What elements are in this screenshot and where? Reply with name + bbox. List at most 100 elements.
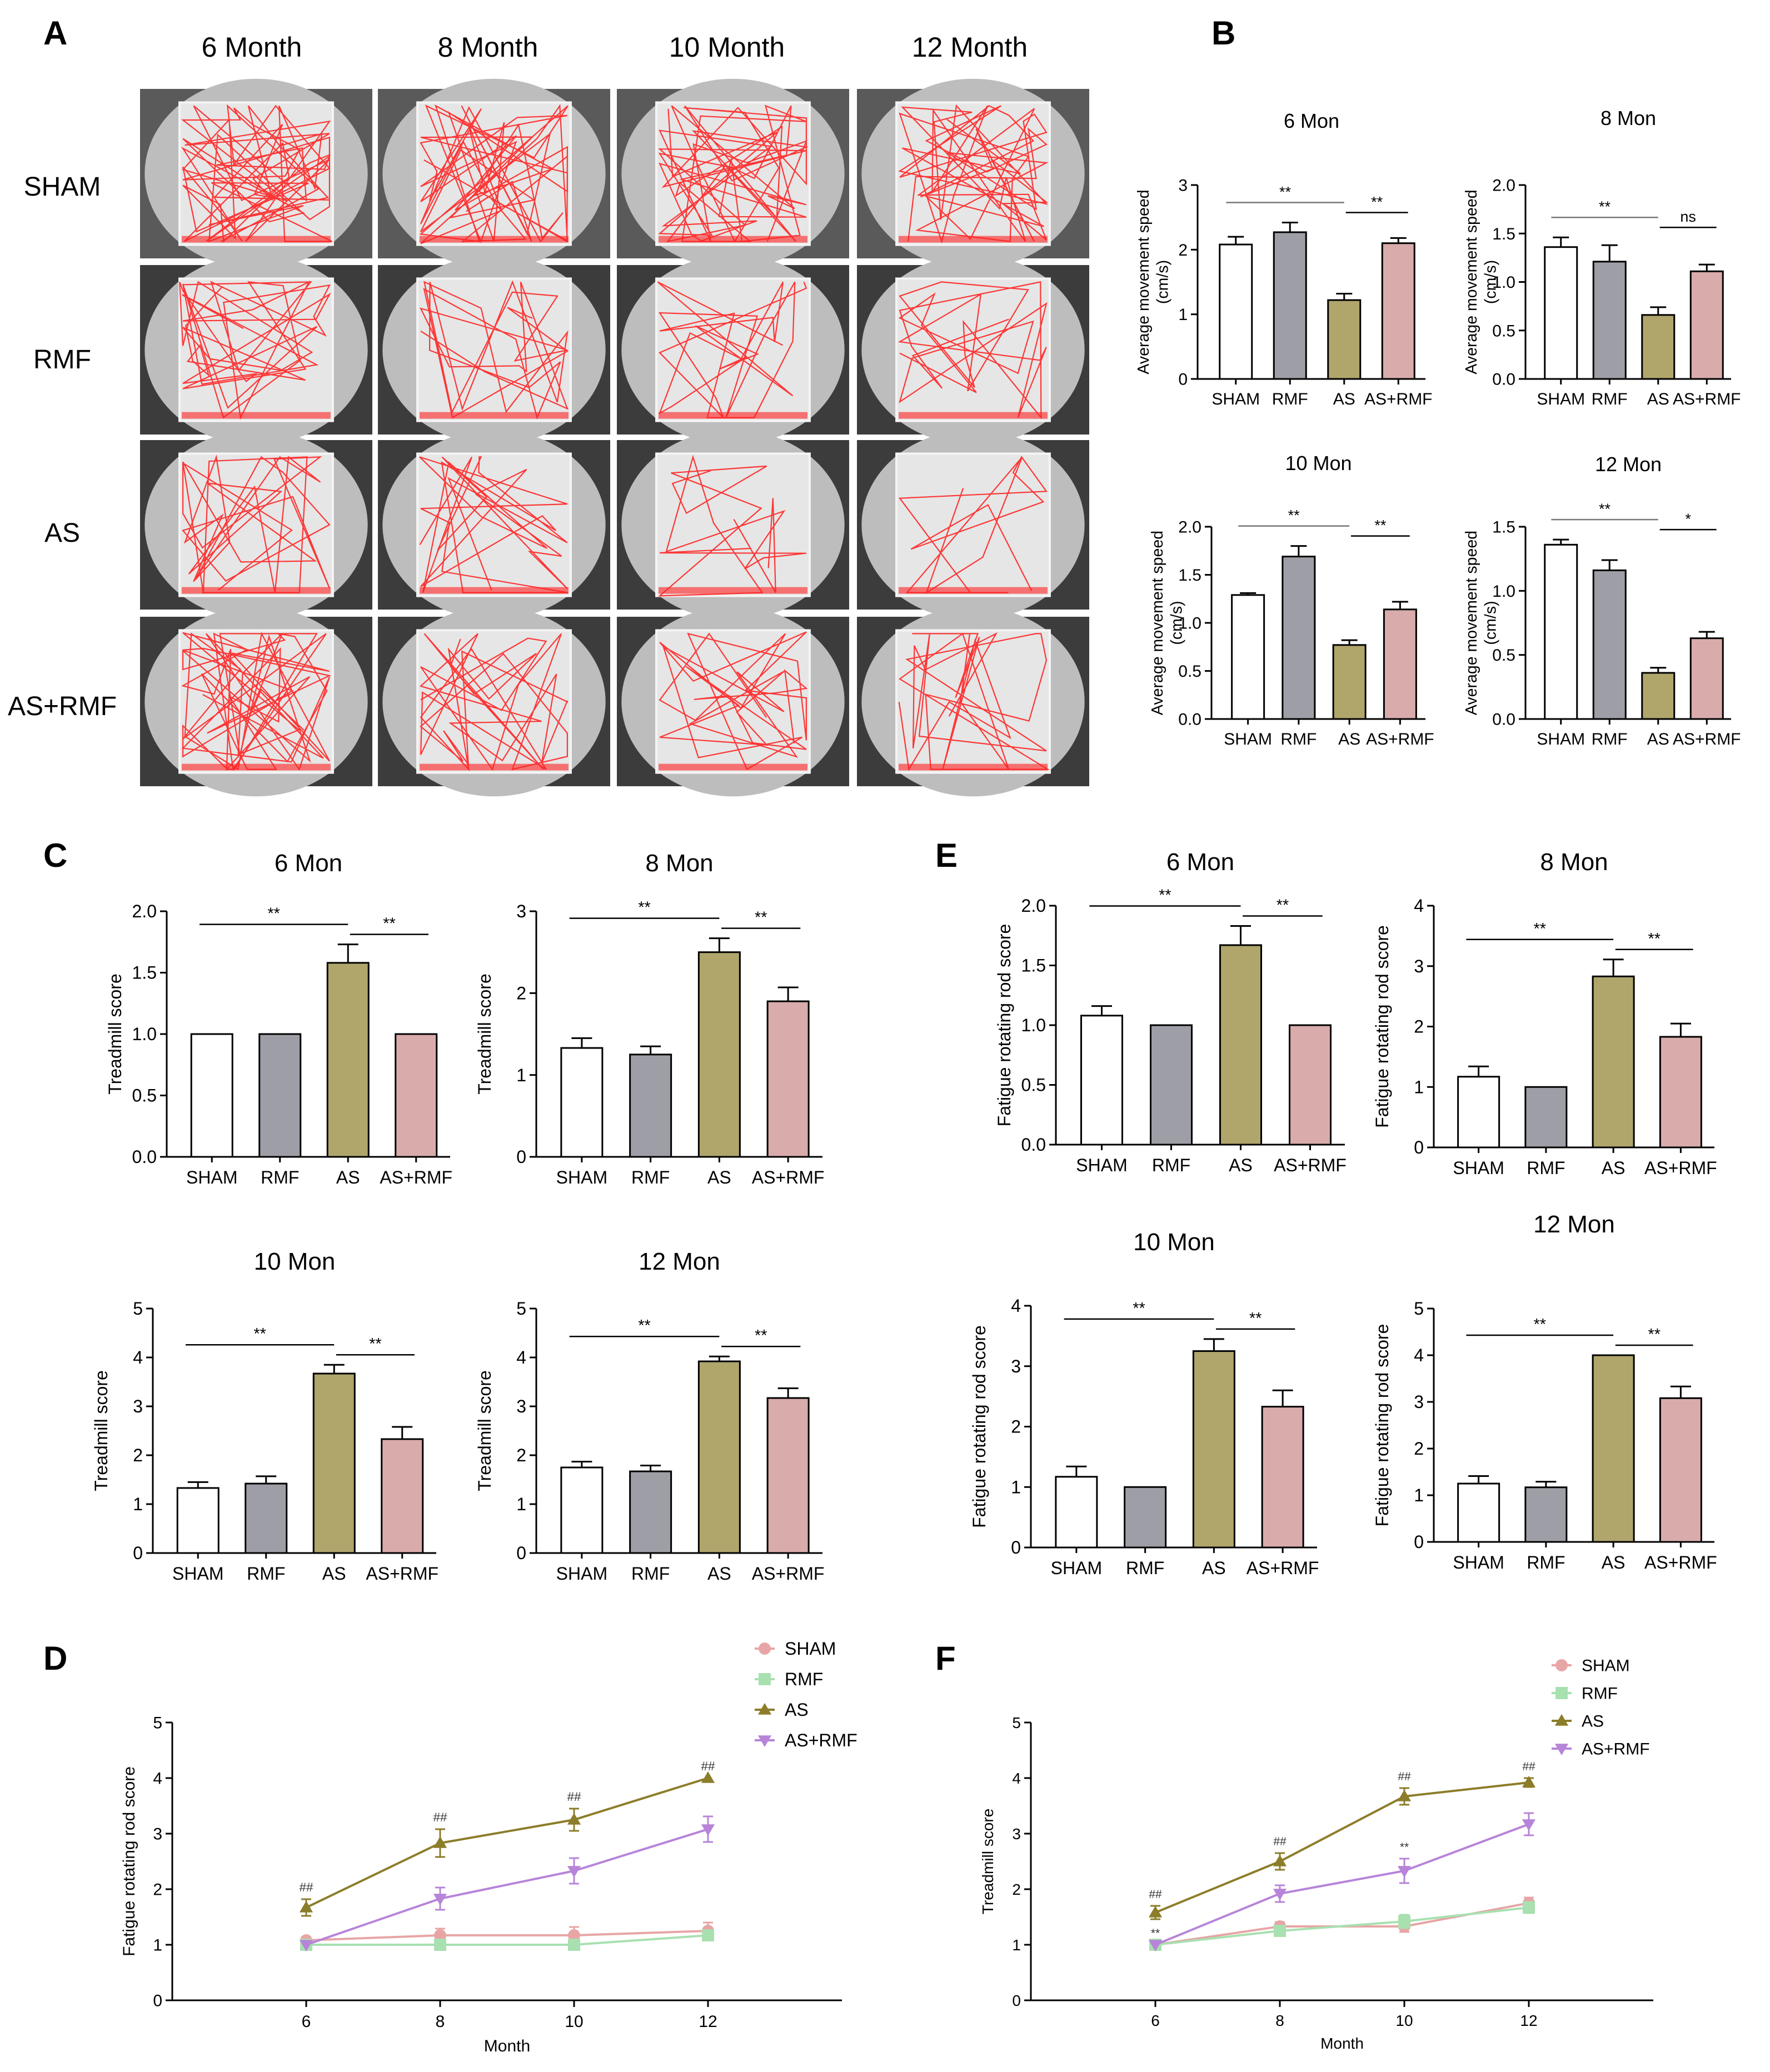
y-tick-label: 1.5 <box>132 963 157 983</box>
significance-label: ** <box>1279 183 1292 200</box>
bar-as-rmf <box>1689 270 1724 380</box>
open-field-track-grid <box>140 78 1089 797</box>
y-axis-label: Treadmill score <box>979 1809 996 1914</box>
marker-triangle-down <box>433 1894 447 1906</box>
annotation-label: ## <box>1149 1888 1162 1901</box>
x-tick-label: AS <box>1647 390 1669 408</box>
marker-triangle-down <box>1522 1819 1536 1831</box>
series-rmf <box>300 1929 714 1951</box>
marker-square <box>1523 1901 1535 1914</box>
track-cell-rmf-1 <box>378 254 610 445</box>
y-tick-label: 2 <box>1011 1417 1021 1437</box>
track-cell-as-1 <box>378 430 610 620</box>
bar-as <box>697 1360 741 1554</box>
x-tick-label: AS <box>322 1564 346 1584</box>
legend-label: RMF <box>1582 1685 1618 1703</box>
y-tick-label: 0.0 <box>1492 711 1515 729</box>
x-tick-label: RMF <box>1592 730 1628 748</box>
y-tick-label: 2 <box>1414 1017 1424 1037</box>
y-tick-label: 3 <box>153 1825 162 1844</box>
series-as-rmf <box>299 1815 715 1952</box>
bar-as-rmf <box>1659 1397 1702 1543</box>
bar-as <box>1641 314 1676 380</box>
track-cell-rmf-3 <box>857 254 1089 445</box>
marker-triangle-up <box>1148 1905 1163 1918</box>
bar-chart-e-8: 0 1 2 3 4 SHAM RMF AS AS+RMF ** ** 8 Mon Fatigue rot… <box>1372 848 1717 1178</box>
x-tick-label: AS+RMF <box>380 1167 452 1187</box>
x-tick-label: RMF <box>1527 1552 1565 1572</box>
x-tick-label: RMF <box>1527 1158 1565 1178</box>
chart-title: 12 Mon <box>1533 1211 1615 1238</box>
y-tick-label: 3 <box>516 1396 526 1416</box>
row-label-sham: SHAM <box>24 172 101 202</box>
chart-title: 8 Mon <box>1540 848 1608 876</box>
y-tick-label: 1 <box>1012 1936 1021 1954</box>
series-line <box>1155 1906 1529 1946</box>
track-cell-asrmf-3 <box>857 606 1089 797</box>
marker-triangle-up <box>757 1702 772 1715</box>
y-tick-label: 3 <box>1012 1825 1021 1843</box>
annotation-label: ** <box>1400 1841 1409 1854</box>
track-cell-sham-0 <box>140 78 372 269</box>
marker-triangle-down <box>299 1940 313 1952</box>
y-tick-label: 0.0 <box>132 1147 157 1167</box>
track-cell-as-2 <box>617 430 849 620</box>
y-tick-label: 5 <box>1012 1714 1021 1731</box>
bar-chart-e-12: 0 1 2 3 4 5 SHAM RMF AS AS+RMF ** ** 12 Mon Fatigue r… <box>1372 1211 1717 1572</box>
bar-as-rmf <box>766 1000 810 1158</box>
bar-sham <box>1080 1015 1123 1146</box>
y-tick-label: 1.5 <box>1178 566 1201 585</box>
x-tick-label: AS+RMF <box>752 1564 825 1584</box>
chart-title: 12 Mon <box>639 1248 720 1275</box>
x-tick-label: 8 <box>1275 2012 1284 2029</box>
x-tick-label: SHAM <box>1537 730 1585 748</box>
marker-triangle-up <box>299 1900 313 1913</box>
y-axis-label: Treadmill score <box>475 973 495 1095</box>
legend: SHAM RMF AS AS+RMF <box>755 1639 857 1750</box>
panel-label-b: B <box>1211 14 1235 52</box>
track-cell-sham-1 <box>378 78 610 269</box>
significance-label: ** <box>1648 930 1660 948</box>
significance-label: ** <box>1599 501 1611 517</box>
y-axis-label: Fatigue rotating rod score <box>1372 1324 1392 1527</box>
y-axis-label-line: Average movement speed <box>1463 189 1480 374</box>
y-tick-label: 0 <box>1178 371 1188 389</box>
x-tick-label: SHAM <box>1211 390 1260 408</box>
significance-label: ** <box>1374 517 1387 534</box>
y-tick-label: 4 <box>1414 896 1424 916</box>
y-tick-label: 1.0 <box>1492 273 1515 292</box>
marker-triangle-up <box>701 1771 715 1783</box>
x-tick-label: AS <box>1647 730 1669 748</box>
marker-triangle-down <box>701 1824 715 1836</box>
y-axis-label-line: (cm/s) <box>1168 601 1186 645</box>
x-tick-label: AS+RMF <box>1644 1552 1717 1572</box>
movement-track <box>898 281 1048 420</box>
y-axis-label: Treadmill score <box>475 1370 495 1491</box>
y-tick-label: 3 <box>1178 177 1188 195</box>
significance-label: ** <box>638 1317 650 1335</box>
bar-chart-c-12: 0 1 2 3 4 5 SHAM RMF AS AS+RMF ** ** 12 Mon Treadmill… <box>475 1248 824 1584</box>
bar-as <box>1192 1350 1235 1549</box>
row-label-rmf: RMF <box>33 345 91 375</box>
bar-rmf <box>1524 1486 1568 1543</box>
y-tick-label: 2.0 <box>1021 896 1046 916</box>
x-tick-label: AS+RMF <box>1364 390 1433 408</box>
movement-track <box>182 455 331 593</box>
bar-chart-b-6: 0 1 2 3 SHAM RMF AS AS+RMF ** ** 6 Mon Average move… <box>1135 109 1433 408</box>
track-cell-asrmf-2 <box>617 606 849 797</box>
y-tick-label: 3 <box>1414 956 1424 976</box>
y-axis-label: Fatigue rotating rod score <box>120 1766 138 1956</box>
track-cell-asrmf-0 <box>140 606 372 797</box>
y-axis-label: Average movement speed(cm/s) <box>1149 531 1186 715</box>
x-axis-label: Month <box>484 2037 530 2055</box>
x-tick-label: AS+RMF <box>1673 390 1741 408</box>
x-tick-label: AS <box>336 1167 360 1187</box>
y-tick-label: 5 <box>153 1714 162 1733</box>
month-header-8: 8 Month <box>438 32 539 63</box>
y-tick-label: 2 <box>153 1881 162 1899</box>
y-tick-label: 1.0 <box>1178 615 1201 633</box>
x-tick-label: AS+RMF <box>366 1564 438 1584</box>
bar-chart-e-6: 0.0 0.5 1.0 1.5 2.0 SHAM RMF AS AS+RMF ** ** 6 Mon F… <box>994 848 1347 1175</box>
